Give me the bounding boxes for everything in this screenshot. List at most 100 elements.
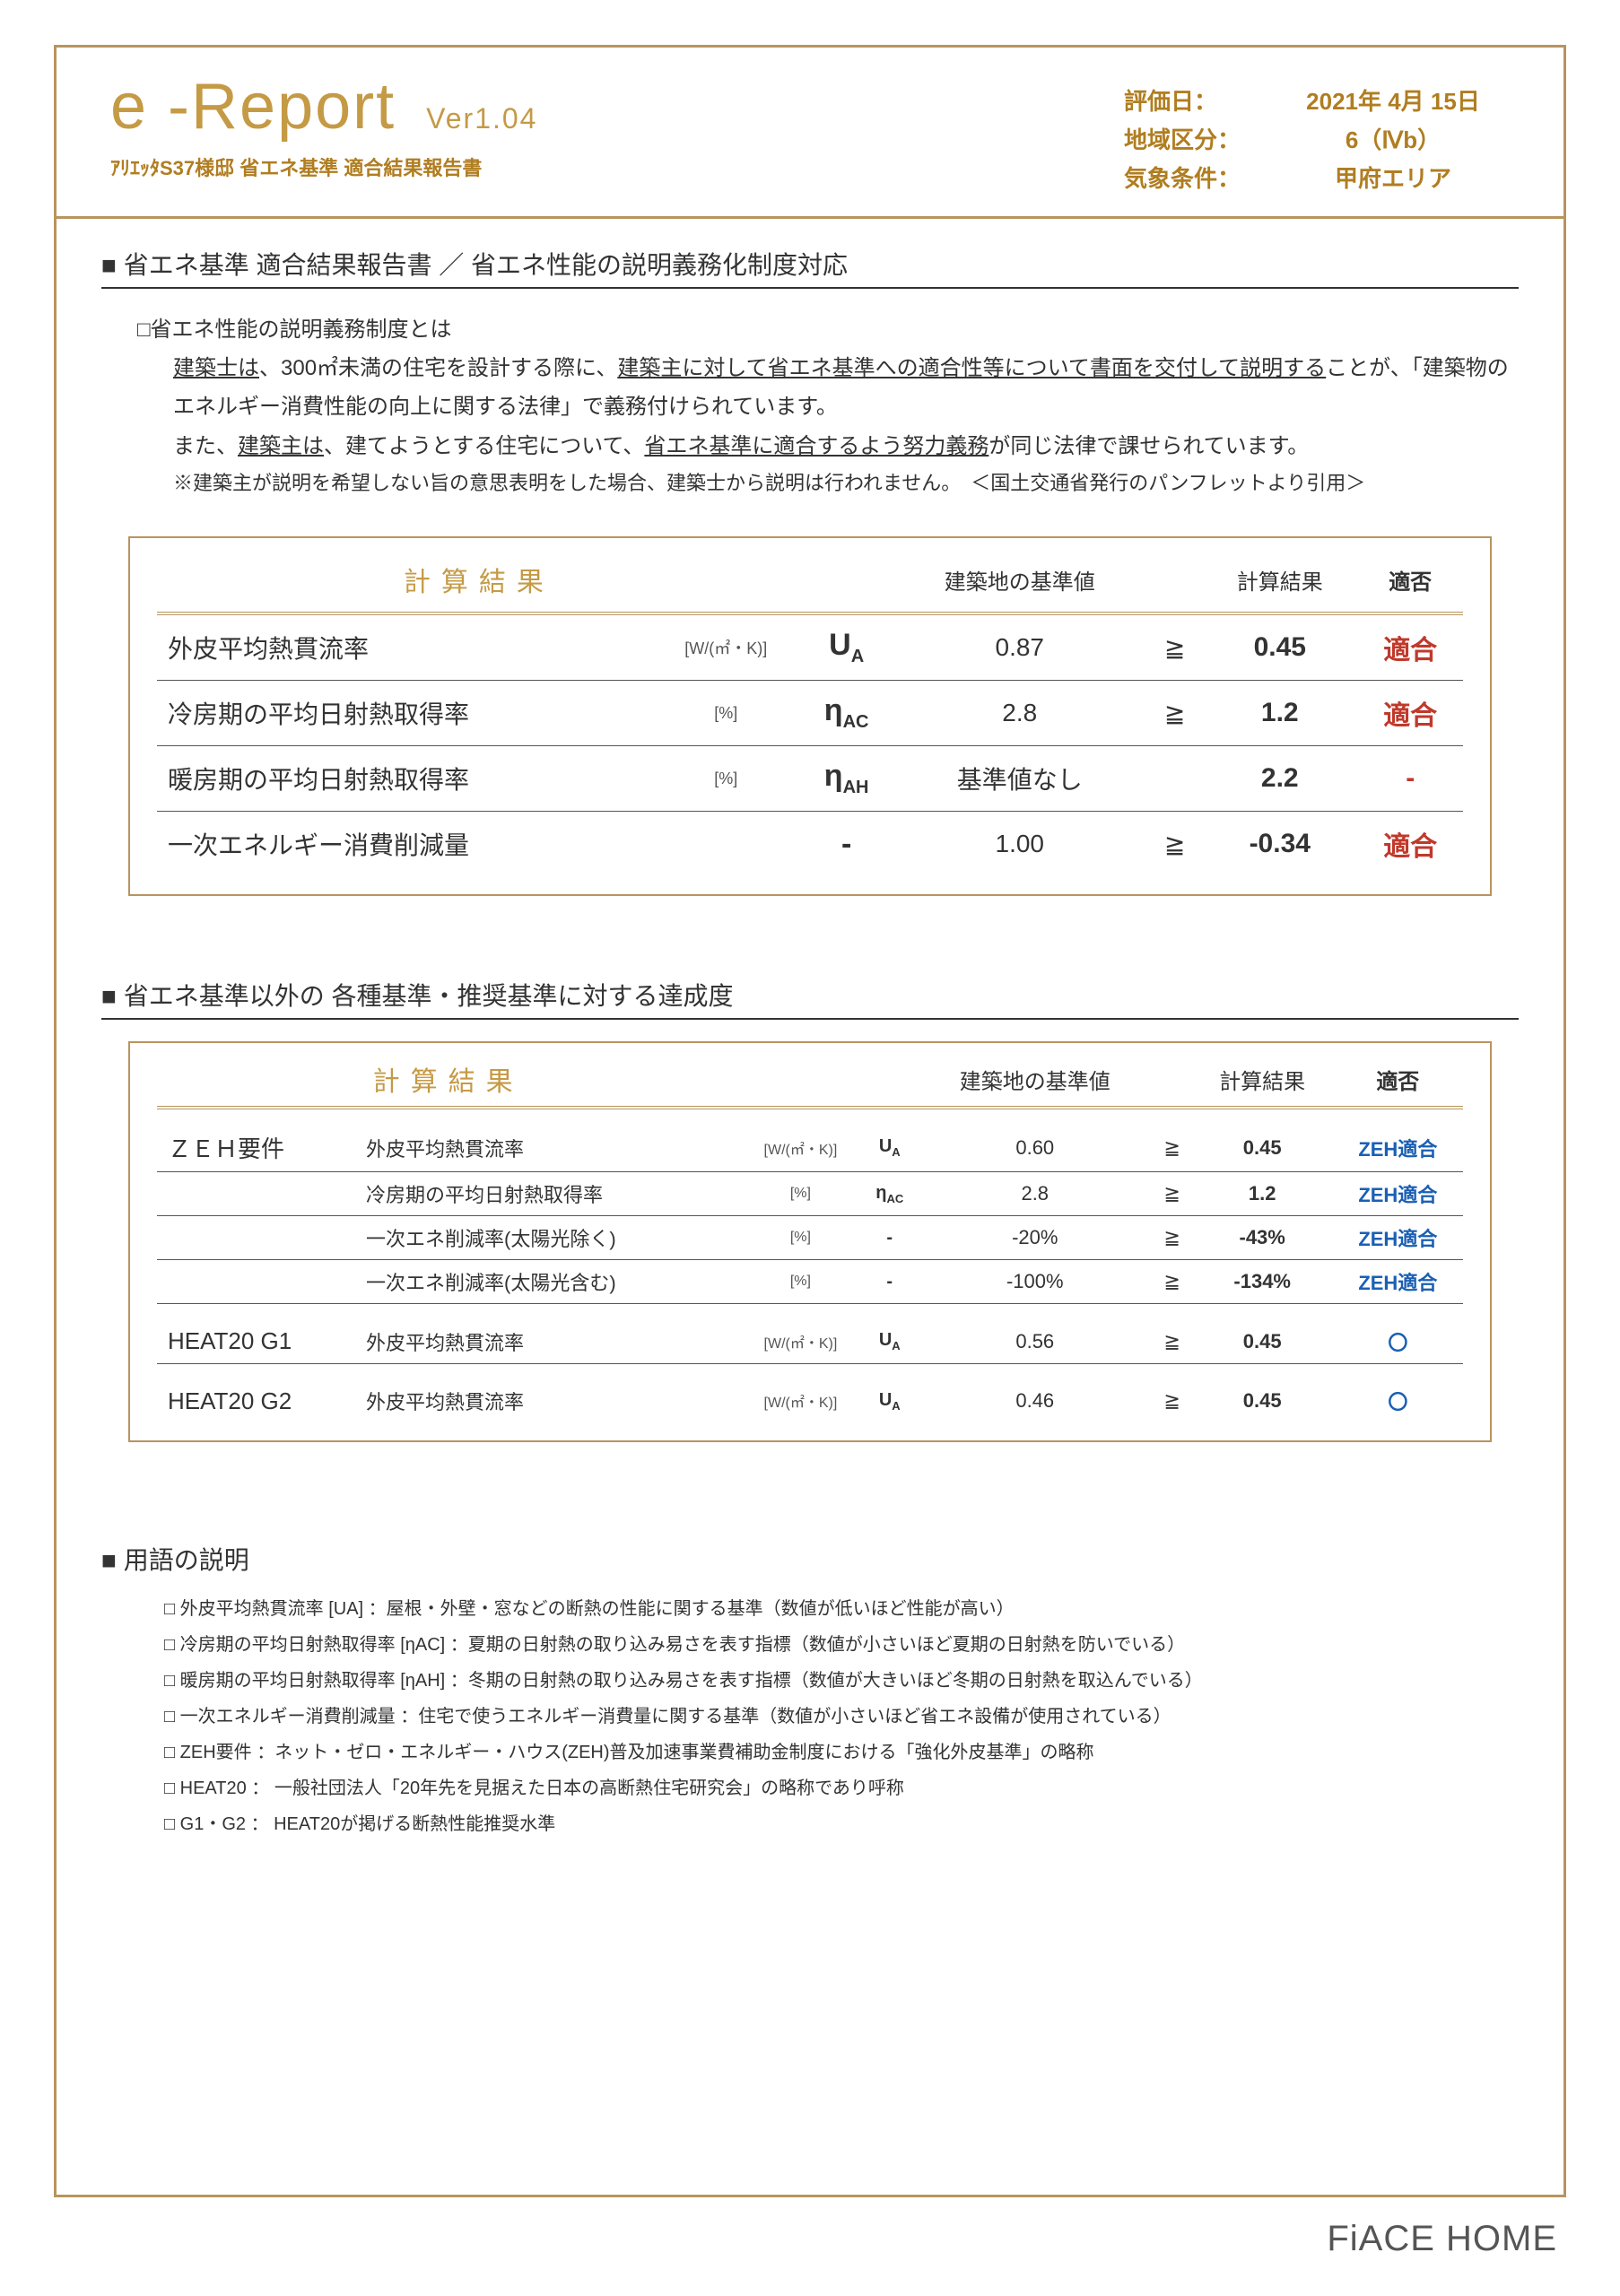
row-name: 暖房期の平均日射熱取得率 [157,746,651,812]
footer-brand: FiACE HOME [54,2219,1566,2259]
glossary-item: 一次エネルギー消費削減量 ：住宅で使うエネルギー消費量に関する基準（数値が小さい… [164,1699,1519,1735]
row-pass: ZEH適合 [1333,1172,1463,1216]
glossary-item: HEAT20 ： 一般社団法人「20年先を見据えた日本の高断熱住宅研究会」の略称… [164,1770,1519,1806]
row-name: 一次エネ削減率(太陽光除く) [361,1216,739,1260]
table-row: 暖房期の平均日射熱取得率[%]ηAH基準値なし2.2- [157,746,1463,812]
glossary-list: 外皮平均熱貫流率 [UA] ：屋根・外壁・窓などの断熱の性能に関する基準（数値が… [101,1591,1519,1842]
row-category: ＺＥＨ要件 [157,1124,361,1172]
table-row: HEAT20 G2外皮平均熱貫流率[W/(㎡・K)]UA0.46≧0.45〇 [157,1379,1463,1422]
row-result: -0.34 [1202,812,1357,877]
glossary-item: 冷房期の平均日射熱取得率 [ηAC] ：夏期の日射熱の取り込み易さを表す指標（数… [164,1627,1519,1663]
row-symbol: ηAC [801,681,893,746]
row-operator: ≧ [1153,1124,1192,1172]
table1: 計算結果 建築地の基準値 計算結果 適否 外皮平均熱貫流率[W/(㎡・K)]UA… [157,547,1463,876]
row-result: -134% [1192,1260,1333,1304]
row-name: 外皮平均熱貫流率 [361,1379,739,1422]
row-operator: ≧ [1147,812,1202,877]
table-row: 一次エネ削減率(太陽光含む)[%]--100%≧-134%ZEH適合 [157,1260,1463,1304]
row-operator: ≧ [1153,1260,1192,1304]
row-operator: ≧ [1153,1172,1192,1216]
row-symbol: UA [801,613,893,681]
row-operator: ≧ [1147,613,1202,681]
explain-title: □省エネ性能の説明義務制度とは [137,310,1519,349]
row-unit: [W/(㎡・K)] [651,613,801,681]
t2-head-op [1153,1052,1192,1108]
t1-head-calc: 計算結果 [157,547,801,613]
explain-line-3: ※建築主が説明を希望しない旨の意思表明をした場合、建築士から説明は行われません。… [137,465,1519,501]
table-row: ＺＥＨ要件外皮平均熱貫流率[W/(㎡・K)]UA0.60≧0.45ZEH適合 [157,1124,1463,1172]
row-standard: 0.56 [918,1320,1153,1364]
row-pass: 適合 [1357,613,1463,681]
t2-head-std: 建築地の基準値 [918,1052,1153,1108]
row-pass: 〇 [1333,1379,1463,1422]
table-row: 外皮平均熱貫流率[W/(㎡・K)]UA0.87≧0.45適合 [157,613,1463,681]
glossary-item: G1・G2 ： HEAT20が掲げる断熱性能推奨水準 [164,1806,1519,1842]
t1-head-op [1147,547,1202,613]
t1-head-pass: 適否 [1357,547,1463,613]
title-version: Ver1.04 [426,102,537,135]
row-result: 0.45 [1192,1320,1333,1364]
row-result: 1.2 [1192,1172,1333,1216]
row-category: HEAT20 G2 [157,1379,361,1422]
row-result: 0.45 [1202,613,1357,681]
row-pass: 〇 [1333,1320,1463,1364]
row-unit [651,812,801,877]
row-pass: ZEH適合 [1333,1260,1463,1304]
row-pass: ZEH適合 [1333,1124,1463,1172]
row-symbol: - [801,812,893,877]
row-pass: 適合 [1357,681,1463,746]
glossary-heading: ■ 用語の説明 [101,1541,1519,1577]
row-standard: 2.8 [918,1172,1153,1216]
row-pass: ZEH適合 [1333,1216,1463,1260]
row-unit: [%] [651,681,801,746]
row-unit: [%] [739,1260,861,1304]
t1-head-sym [801,547,893,613]
content-area: ■ 省エネ基準 適合結果報告書 ／ 省エネ性能の説明義務化制度対応 □省エネ性能… [57,219,1563,1878]
glossary-item: 暖房期の平均日射熱取得率 [ηAH] ：冬期の日射熱の取り込み易さを表す指標（数… [164,1663,1519,1699]
row-result: 1.2 [1202,681,1357,746]
table-row: 冷房期の平均日射熱取得率[%]ηAC2.8≧1.2適合 [157,681,1463,746]
row-unit: [%] [739,1216,861,1260]
row-unit: [%] [739,1172,861,1216]
row-operator: ≧ [1153,1320,1192,1364]
row-standard: -20% [918,1216,1153,1260]
explain-line-2: また、建築主は、建てようとする住宅について、省エネ基準に適合するよう努力義務が同… [137,427,1519,465]
row-name: 一次エネ削減率(太陽光含む) [361,1260,739,1304]
report-frame: e -Report Ver1.04 ｱﾘｴｯﾀS37様邸 省エネ基準 適合結果報… [54,45,1566,2197]
meta-value-date: 2021年 4月 15日 [1276,83,1510,117]
row-operator [1147,746,1202,812]
row-symbol: - [862,1216,918,1260]
title-text: e -Report [110,71,396,143]
meta-label-weather: 気象条件： [1124,161,1241,194]
explain-line-1: 建築士は、300㎡未満の住宅を設計する際に、建築主に対して省エネ基準への適合性等… [137,349,1519,426]
row-result: 2.2 [1202,746,1357,812]
row-standard: 0.87 [892,613,1147,681]
row-pass: - [1357,746,1463,812]
row-operator: ≧ [1153,1379,1192,1422]
row-symbol: - [862,1260,918,1304]
table-row: 一次エネルギー消費削減量-1.00≧-0.34適合 [157,812,1463,877]
row-unit: [%] [651,746,801,812]
row-standard: 0.60 [918,1124,1153,1172]
row-unit: [W/(㎡・K)] [739,1124,861,1172]
row-standard: 0.46 [918,1379,1153,1422]
row-symbol: ηAH [801,746,893,812]
table1-frame: 計算結果 建築地の基準値 計算結果 適否 外皮平均熱貫流率[W/(㎡・K)]UA… [128,536,1492,896]
meta-label-date: 評価日： [1124,83,1241,117]
section2-heading: ■ 省エネ基準以外の 各種基準・推奨基準に対する達成度 [101,977,1519,1020]
table2-frame: 計算結果 建築地の基準値 計算結果 適否 ＺＥＨ要件外皮平均熱貫流率[W/(㎡・… [128,1041,1492,1442]
row-unit: [W/(㎡・K)] [739,1320,861,1364]
row-result: 0.45 [1192,1124,1333,1172]
row-symbol: ηAC [862,1172,918,1216]
t2-head-unit [739,1052,861,1108]
row-operator: ≧ [1153,1216,1192,1260]
t2-head-sym [862,1052,918,1108]
row-category [157,1172,361,1216]
header-band: e -Report Ver1.04 ｱﾘｴｯﾀS37様邸 省エネ基準 適合結果報… [57,48,1563,219]
meta-box: 評価日： 2021年 4月 15日 地域区分： 6（Ⅳb） 気象条件： 甲府エリ… [1124,83,1510,194]
row-standard: 1.00 [892,812,1147,877]
row-symbol: UA [862,1124,918,1172]
section1-heading: ■ 省エネ基準 適合結果報告書 ／ 省エネ性能の説明義務化制度対応 [101,246,1519,289]
table2: 計算結果 建築地の基準値 計算結果 適否 ＺＥＨ要件外皮平均熱貫流率[W/(㎡・… [157,1052,1463,1422]
t2-head-calc: 計算結果 [157,1052,739,1108]
